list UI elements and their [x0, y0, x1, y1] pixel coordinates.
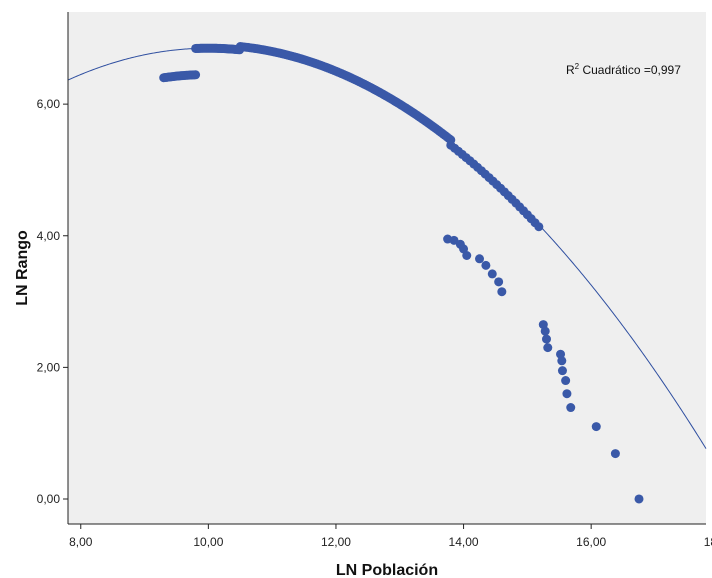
data-point [634, 494, 644, 504]
data-point [557, 356, 567, 366]
x-tick-label: 16,00 [576, 535, 606, 549]
r-squared-superscript: 2 [575, 62, 580, 71]
data-point [591, 422, 601, 432]
y-tick-label: 2,00 [37, 360, 61, 374]
y-tick-label: 4,00 [37, 229, 61, 243]
axis-ticks [63, 103, 592, 529]
r-squared-annotation: R2 Cuadrático =0,997 [566, 62, 681, 77]
x-tick-labels: 8,00 10,00 12,00 14,00 16,00 18,00 [69, 535, 712, 549]
data-point [475, 254, 485, 264]
r-squared-prefix: R [566, 63, 575, 77]
data-point [543, 343, 553, 353]
x-tick-label: 12,00 [321, 535, 351, 549]
x-axis-title: LN Población [336, 562, 438, 578]
data-point [481, 260, 491, 270]
data-point [497, 287, 507, 297]
data-point [557, 366, 567, 376]
data-point [487, 269, 497, 279]
y-axis-title: LN Rango [14, 230, 31, 306]
data-point [566, 403, 576, 413]
data-point [462, 251, 472, 260]
data-point [494, 277, 504, 287]
data-point [610, 449, 620, 459]
data-point [191, 70, 201, 80]
r-squared-text: Cuadrático =0,997 [579, 63, 681, 77]
data-point [562, 389, 572, 399]
data-point [561, 376, 571, 386]
y-tick-label: 6,00 [37, 97, 61, 111]
y-tick-label: 0,00 [37, 492, 61, 506]
plot-area [68, 12, 706, 524]
data-points [159, 42, 644, 504]
x-tick-label: 18,00 [704, 535, 712, 549]
y-tick-labels: 0,00 2,00 4,00 6,00 [37, 97, 61, 506]
data-point [534, 222, 544, 232]
x-tick-label: 14,00 [449, 535, 479, 549]
data-point [540, 326, 550, 336]
x-tick-label: 10,00 [193, 535, 223, 549]
data-point [542, 334, 551, 344]
x-tick-label: 8,00 [69, 535, 93, 549]
